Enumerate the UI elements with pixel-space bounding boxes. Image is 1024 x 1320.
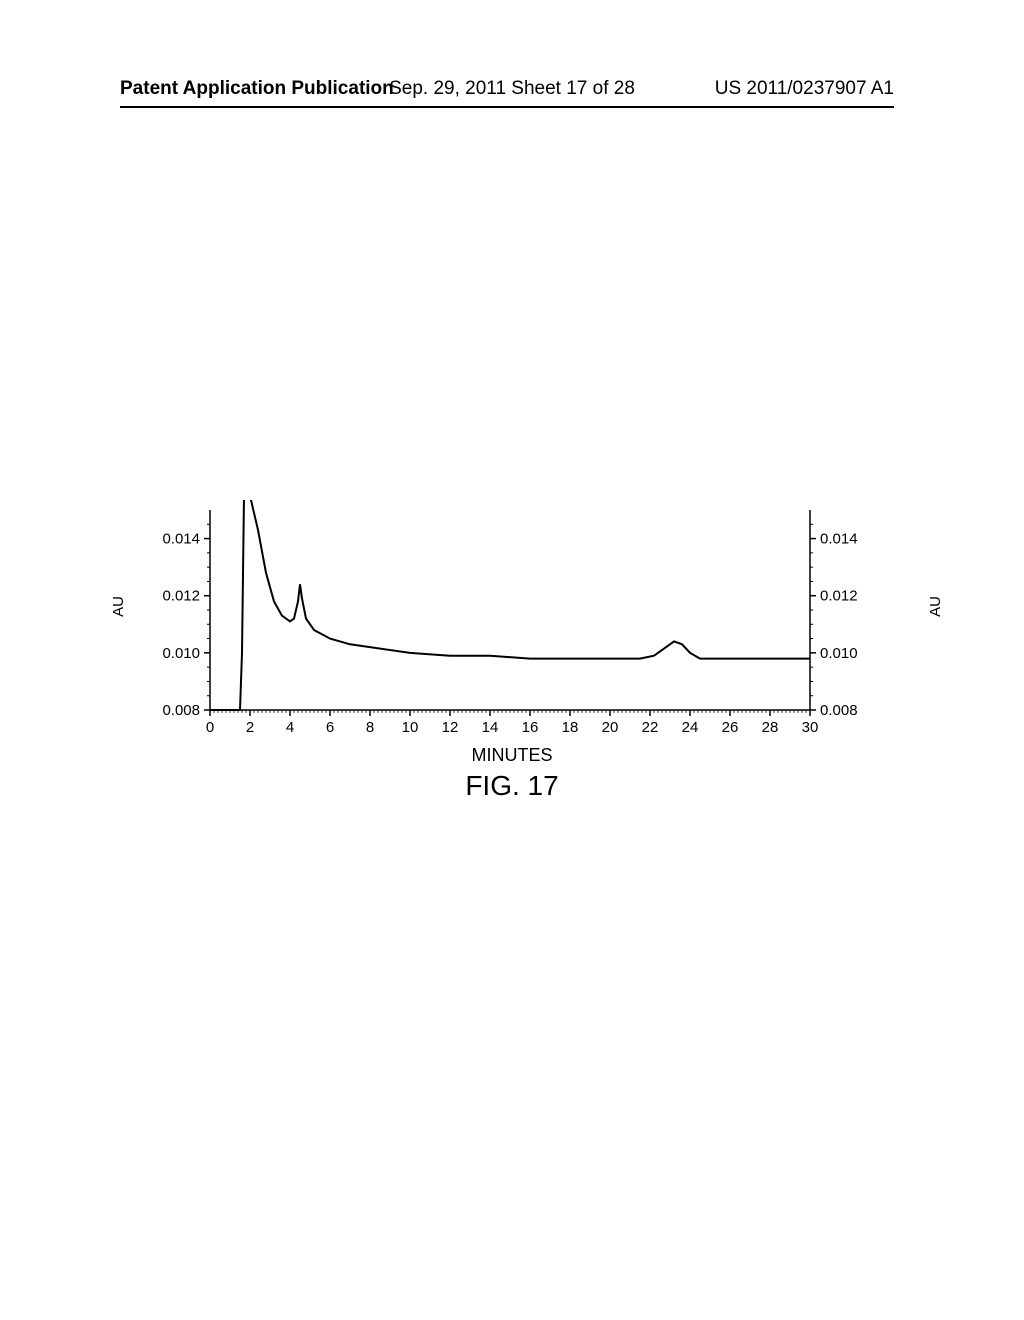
svg-text:6: 6: [326, 719, 334, 736]
svg-text:22: 22: [642, 719, 659, 736]
svg-text:0.008: 0.008: [820, 702, 858, 719]
svg-text:10: 10: [402, 719, 419, 736]
svg-text:14: 14: [482, 719, 499, 736]
y-axis-label-left: AU: [110, 596, 127, 617]
header-center: Sep. 29, 2011 Sheet 17 of 28: [389, 78, 635, 100]
svg-text:0.010: 0.010: [162, 645, 200, 662]
svg-text:0.014: 0.014: [162, 531, 200, 548]
svg-text:0.008: 0.008: [162, 702, 200, 719]
svg-text:20: 20: [602, 719, 619, 736]
page-header: Patent Application Publication Sep. 29, …: [0, 78, 1024, 100]
header-right: US 2011/0237907 A1: [715, 78, 894, 100]
svg-text:8: 8: [366, 719, 374, 736]
svg-text:24: 24: [682, 719, 699, 736]
svg-text:30: 30: [802, 719, 819, 736]
figure-label: FIG. 17: [465, 770, 558, 802]
svg-text:0: 0: [206, 719, 214, 736]
svg-text:0.010: 0.010: [820, 645, 858, 662]
svg-text:28: 28: [762, 719, 779, 736]
svg-text:26: 26: [722, 719, 739, 736]
svg-text:0.012: 0.012: [162, 588, 200, 605]
svg-text:2: 2: [246, 719, 254, 736]
x-axis-label: MINUTES: [472, 745, 553, 766]
chromatogram-chart: 0.008 0.010 0.012 0.014 0.008 0.010 0.012 0.014…: [150, 500, 870, 780]
svg-text:0.012: 0.012: [820, 588, 858, 605]
svg-text:16: 16: [522, 719, 539, 736]
header-divider: [120, 106, 894, 108]
svg-text:12: 12: [442, 719, 459, 736]
svg-text:0.014: 0.014: [820, 531, 858, 548]
chart-svg: 0.008 0.010 0.012 0.014 0.008 0.010 0.012 0.014…: [150, 500, 870, 780]
svg-text:18: 18: [562, 719, 579, 736]
header-left: Patent Application Publication: [120, 78, 394, 100]
y-axis-label-right: AU: [927, 596, 944, 617]
svg-text:4: 4: [286, 719, 294, 736]
